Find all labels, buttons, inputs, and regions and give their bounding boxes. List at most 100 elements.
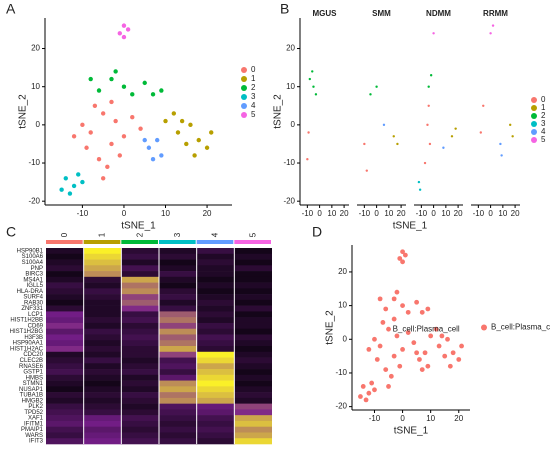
- point: [427, 85, 430, 88]
- group-label: 1: [98, 232, 107, 237]
- point: [419, 367, 425, 372]
- gene-label: HIST1H2BB: [10, 318, 43, 324]
- y-axis-title: tSNE_2: [325, 310, 336, 345]
- heatmap-cell: [46, 380, 84, 387]
- heatmap-cell: [83, 369, 122, 376]
- point: [445, 336, 450, 342]
- legend-label: 5: [251, 110, 256, 119]
- point: [417, 357, 422, 362]
- heatmap-cell: [234, 409, 272, 416]
- facet-title: RRMM: [483, 9, 508, 18]
- heatmap-cell: [46, 351, 84, 358]
- point: [482, 104, 485, 107]
- heatmap-cell: [121, 328, 159, 335]
- heatmap-cell: [83, 334, 122, 341]
- point: [109, 99, 114, 105]
- x-axis-title: tSNE_1: [394, 426, 429, 437]
- point: [425, 363, 431, 369]
- heatmap-cell: [196, 328, 235, 335]
- gene-label: PMAIP1: [21, 427, 44, 433]
- point: [150, 157, 156, 162]
- heatmap-cell: [83, 271, 122, 278]
- point: [414, 299, 420, 305]
- heatmap-cell: [121, 397, 159, 404]
- heatmap-cell: [196, 276, 235, 283]
- heatmap-cell: [159, 305, 197, 312]
- heatmap-cell: [159, 322, 197, 330]
- heatmap-cell: [46, 276, 84, 283]
- gene-label: TPD52: [24, 410, 43, 416]
- heatmap-cell: [83, 259, 122, 266]
- point: [391, 316, 397, 322]
- y-tick-label: 20: [286, 44, 295, 53]
- heatmap-cell: [159, 288, 197, 295]
- gene-label: HSP90B1: [17, 248, 44, 254]
- point: [159, 88, 164, 93]
- legend-marker: [241, 94, 247, 100]
- point: [179, 118, 185, 124]
- heatmap-cell: [234, 346, 272, 353]
- heatmap-cell: [234, 276, 272, 283]
- heatmap-cell: [159, 265, 197, 272]
- x-tick-label: 10: [441, 209, 450, 218]
- heatmap-cell: [46, 420, 84, 428]
- x-tick-label: 10: [498, 209, 507, 218]
- point: [369, 380, 375, 386]
- heatmap-cell: [234, 253, 272, 260]
- heatmap-cell: [46, 288, 84, 295]
- heatmap-cell: [234, 265, 272, 272]
- heatmap-cell: [196, 282, 235, 289]
- heatmap-cell: [196, 305, 235, 312]
- heatmap-cell: [234, 317, 272, 324]
- heatmap-cell: [159, 403, 197, 410]
- x-tick-label: 20: [397, 209, 406, 218]
- heatmap-cell: [159, 253, 197, 260]
- point: [96, 157, 102, 162]
- point: [479, 131, 482, 134]
- point: [405, 330, 411, 335]
- point: [71, 134, 77, 139]
- legend-marker: [531, 137, 537, 143]
- point: [433, 326, 439, 332]
- point: [121, 34, 127, 40]
- heatmap-cell: [83, 299, 122, 306]
- point: [360, 384, 366, 389]
- heatmap-cell: [83, 351, 122, 358]
- point: [163, 118, 168, 124]
- point: [400, 259, 405, 265]
- point: [117, 31, 123, 36]
- legend-marker: [241, 103, 247, 109]
- heatmap-cell: [234, 374, 272, 381]
- legend-label: 2: [251, 83, 256, 92]
- point: [372, 387, 377, 393]
- point: [375, 85, 378, 88]
- point: [155, 137, 160, 143]
- heatmap-cell: [196, 248, 235, 255]
- heatmap-cell: [83, 386, 122, 393]
- point: [372, 336, 377, 342]
- heatmap-cell: [46, 334, 84, 341]
- heatmap-cell: [234, 380, 272, 387]
- heatmap-cell: [121, 357, 159, 364]
- heatmap-cell: [234, 351, 272, 358]
- heatmap-cell: [46, 253, 84, 260]
- point: [121, 134, 127, 139]
- heatmap-cell: [159, 351, 197, 358]
- y-tick-label: 10: [31, 82, 40, 91]
- x-tick-label: 0: [431, 209, 436, 218]
- point: [96, 88, 102, 93]
- heatmap-cell: [46, 248, 84, 255]
- facet-title: SMM: [372, 9, 391, 18]
- heatmap-cell: [234, 311, 272, 318]
- heatmap-cell: [234, 271, 272, 278]
- legend-label: 1: [541, 103, 546, 112]
- heatmap-cell: [234, 288, 272, 295]
- heatmap-cell: [159, 397, 197, 404]
- heatmap-cell: [234, 363, 272, 370]
- heatmap-cell: [159, 346, 197, 353]
- point: [84, 145, 89, 150]
- point: [113, 69, 118, 74]
- heatmap-cell: [121, 271, 159, 278]
- heatmap-cell: [196, 253, 235, 260]
- point: [386, 384, 391, 389]
